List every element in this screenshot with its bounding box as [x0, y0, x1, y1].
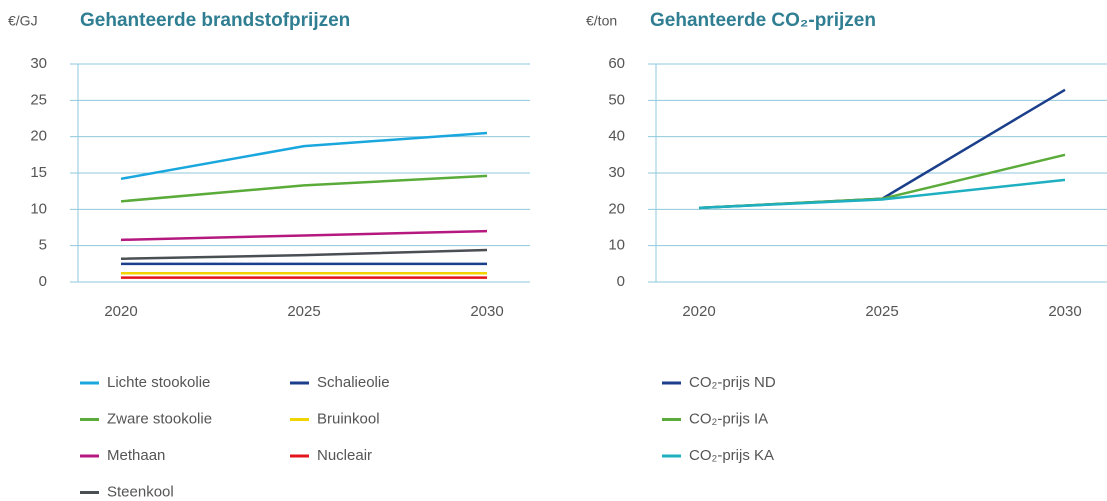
x-tick-label: 2025: [287, 303, 320, 320]
y-tick-label: 10: [608, 237, 625, 254]
y-tick-label: 15: [30, 164, 47, 181]
line-series: [698, 178, 1066, 210]
x-tick-label: 2025: [865, 303, 898, 320]
legend-label: Zware stookolie: [107, 410, 212, 427]
y-tick-label: 10: [30, 200, 47, 217]
chart-title: Gehanteerde CO₂-prijzen: [650, 10, 876, 31]
y-tick-label: 20: [30, 128, 47, 145]
legend-label: Nucleair: [317, 447, 372, 464]
y-tick-label: 25: [30, 91, 47, 108]
y-axis-unit: €/GJ: [8, 13, 38, 29]
x-tick-label: 2030: [470, 303, 503, 320]
legend-label: Schalieolie: [317, 374, 390, 391]
line-series: [120, 229, 488, 242]
line-series: [120, 131, 488, 181]
x-tick-label: 2030: [1048, 303, 1081, 320]
y-tick-label: 50: [608, 91, 625, 108]
y-tick-label: 0: [39, 273, 47, 290]
x-tick-label: 2020: [104, 303, 137, 320]
y-tick-label: 40: [608, 128, 625, 145]
line-series: [120, 174, 488, 203]
y-tick-label: 30: [608, 164, 625, 181]
legend-label: CO₂-prijs IA: [689, 410, 768, 427]
legend-label: CO₂-prijs ND: [689, 374, 776, 391]
legend-label: Lichte stookolie: [107, 374, 210, 391]
x-tick-label: 2020: [682, 303, 715, 320]
y-tick-label: 20: [608, 200, 625, 217]
y-axis-unit: €/ton: [586, 13, 617, 29]
line-series: [698, 88, 1066, 210]
y-tick-label: 60: [608, 55, 625, 72]
y-tick-label: 30: [30, 55, 47, 72]
legend-label: Bruinkool: [317, 410, 380, 427]
legend-label: CO₂-prijs KA: [689, 447, 774, 464]
line-series: [120, 248, 488, 260]
y-tick-label: 5: [39, 237, 47, 254]
y-tick-label: 0: [617, 273, 625, 290]
legend-label: Steenkool: [107, 483, 174, 500]
legend-label: Methaan: [107, 447, 165, 464]
chart-title: Gehanteerde brandstofprijzen: [80, 10, 350, 31]
